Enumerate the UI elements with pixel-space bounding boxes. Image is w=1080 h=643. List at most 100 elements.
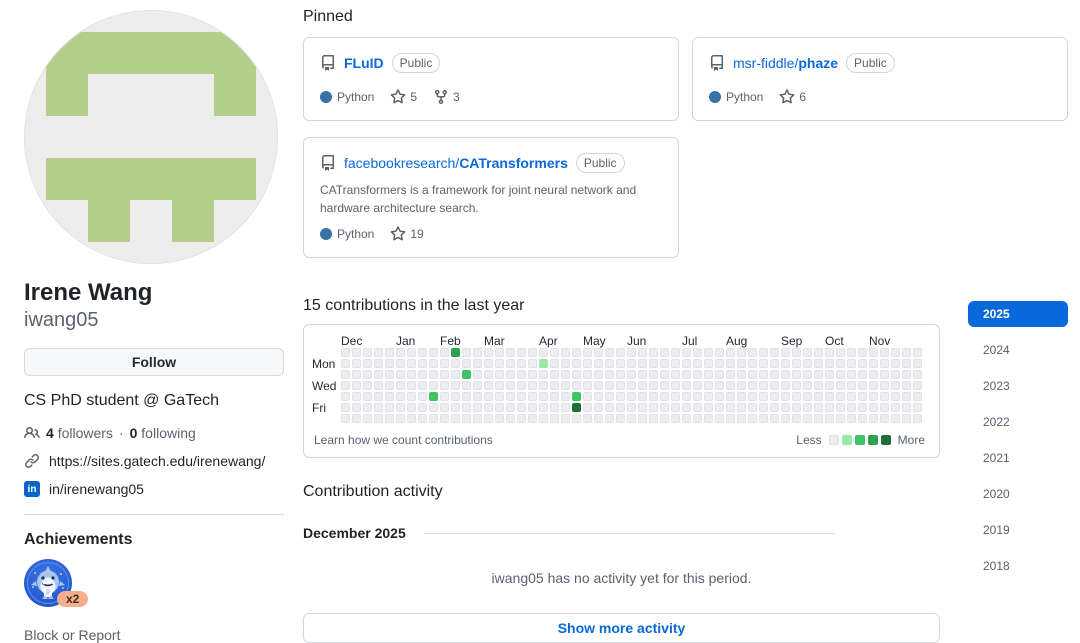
- contribution-cell[interactable]: [550, 359, 559, 368]
- contribution-cell[interactable]: [880, 392, 889, 401]
- contribution-cell[interactable]: [517, 381, 526, 390]
- contribution-cell[interactable]: [671, 414, 680, 423]
- contribution-cell[interactable]: [374, 370, 383, 379]
- contribution-cell[interactable]: [528, 381, 537, 390]
- contribution-cell[interactable]: [440, 392, 449, 401]
- contribution-cell[interactable]: [341, 359, 350, 368]
- contribution-cell[interactable]: [902, 392, 911, 401]
- contribution-cell[interactable]: [407, 392, 416, 401]
- contribution-cell[interactable]: [880, 381, 889, 390]
- contribution-cell[interactable]: [539, 403, 548, 412]
- contribution-cell[interactable]: [814, 381, 823, 390]
- contribution-cell[interactable]: [627, 403, 636, 412]
- contribution-cell[interactable]: [594, 381, 603, 390]
- contribution-cell[interactable]: [594, 392, 603, 401]
- contribution-cell[interactable]: [440, 348, 449, 357]
- contribution-cell[interactable]: [462, 359, 471, 368]
- contribution-cell[interactable]: [462, 392, 471, 401]
- contribution-cell[interactable]: [385, 370, 394, 379]
- contribution-cell[interactable]: [473, 381, 482, 390]
- contribution-cell[interactable]: [847, 381, 856, 390]
- contribution-cell[interactable]: [847, 414, 856, 423]
- contribution-cell[interactable]: [671, 348, 680, 357]
- contribution-cell[interactable]: [836, 403, 845, 412]
- contribution-cell[interactable]: [352, 370, 361, 379]
- contribution-cell[interactable]: [484, 403, 493, 412]
- contribution-cell[interactable]: [418, 359, 427, 368]
- contribution-cell[interactable]: [737, 381, 746, 390]
- contribution-cell[interactable]: [407, 381, 416, 390]
- contribution-cell[interactable]: [363, 370, 372, 379]
- contribution-cell[interactable]: [396, 392, 405, 401]
- contribution-cell[interactable]: [352, 403, 361, 412]
- contribution-cell[interactable]: [869, 403, 878, 412]
- contribution-cell[interactable]: [847, 392, 856, 401]
- contribution-cell[interactable]: [583, 414, 592, 423]
- contribution-cell[interactable]: [616, 392, 625, 401]
- contribution-cell[interactable]: [726, 414, 735, 423]
- contribution-cell[interactable]: [671, 392, 680, 401]
- contribution-cell[interactable]: [902, 381, 911, 390]
- contribution-cell[interactable]: [594, 348, 603, 357]
- contribution-cell[interactable]: [891, 392, 900, 401]
- contribution-cell[interactable]: [858, 403, 867, 412]
- contribution-cell[interactable]: [858, 381, 867, 390]
- contribution-cell[interactable]: [858, 414, 867, 423]
- contribution-cell[interactable]: [660, 403, 669, 412]
- contribution-cell[interactable]: [836, 359, 845, 368]
- contribution-cell[interactable]: [352, 392, 361, 401]
- contribution-cell[interactable]: [891, 403, 900, 412]
- contribution-cell[interactable]: [682, 414, 691, 423]
- followers-link[interactable]: 4 followers: [46, 425, 113, 441]
- year-item-2024[interactable]: 2024: [983, 343, 1010, 357]
- contribution-cell[interactable]: [473, 359, 482, 368]
- contribution-cell[interactable]: [484, 381, 493, 390]
- contribution-cell[interactable]: [682, 392, 691, 401]
- contribution-cell[interactable]: [539, 414, 548, 423]
- contribution-cell[interactable]: [715, 370, 724, 379]
- year-item-2018[interactable]: 2018: [983, 559, 1010, 573]
- contribution-cell[interactable]: [539, 348, 548, 357]
- contribution-cell[interactable]: [429, 414, 438, 423]
- contribution-cell[interactable]: [561, 359, 570, 368]
- contribution-cell[interactable]: [572, 370, 581, 379]
- contribution-cell[interactable]: [451, 381, 460, 390]
- contribution-cell[interactable]: [451, 403, 460, 412]
- contribution-cell[interactable]: [396, 414, 405, 423]
- contribution-cell[interactable]: [693, 381, 702, 390]
- contribution-cell[interactable]: [627, 381, 636, 390]
- contribution-cell[interactable]: [759, 403, 768, 412]
- contribution-cell[interactable]: [913, 348, 922, 357]
- contribution-cell[interactable]: [869, 370, 878, 379]
- contribution-cell[interactable]: [660, 414, 669, 423]
- contribution-cell[interactable]: [737, 403, 746, 412]
- contribution-cell[interactable]: [902, 359, 911, 368]
- contribution-cell[interactable]: [913, 381, 922, 390]
- contribution-cell[interactable]: [418, 370, 427, 379]
- contribution-cell[interactable]: [759, 392, 768, 401]
- contribution-cell[interactable]: [583, 370, 592, 379]
- contribution-cell[interactable]: [803, 414, 812, 423]
- contribution-cell[interactable]: [825, 370, 834, 379]
- contribution-cell[interactable]: [737, 348, 746, 357]
- contribution-cell[interactable]: [407, 348, 416, 357]
- contribution-cell[interactable]: [561, 414, 570, 423]
- contribution-cell[interactable]: [605, 370, 614, 379]
- contribution-cell[interactable]: [825, 359, 834, 368]
- contribution-cell[interactable]: [726, 359, 735, 368]
- contribution-cell[interactable]: [792, 392, 801, 401]
- contribution-cell[interactable]: [858, 370, 867, 379]
- contribution-cell[interactable]: [429, 392, 438, 401]
- contribution-cell[interactable]: [550, 381, 559, 390]
- contribution-cell[interactable]: [913, 414, 922, 423]
- contribution-cell[interactable]: [770, 392, 779, 401]
- contribution-cell[interactable]: [627, 370, 636, 379]
- contribution-cell[interactable]: [891, 381, 900, 390]
- contribution-cell[interactable]: [605, 414, 614, 423]
- contribution-cell[interactable]: [484, 370, 493, 379]
- contribution-cell[interactable]: [913, 392, 922, 401]
- contribution-cell[interactable]: [638, 381, 647, 390]
- contribution-cell[interactable]: [418, 414, 427, 423]
- contribution-cell[interactable]: [363, 381, 372, 390]
- contribution-cell[interactable]: [605, 381, 614, 390]
